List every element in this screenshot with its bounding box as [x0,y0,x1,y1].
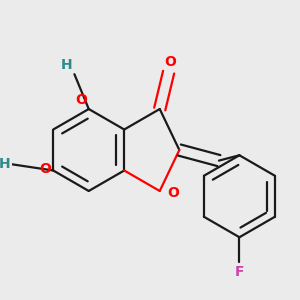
Text: O: O [40,162,52,176]
Text: H: H [0,157,11,171]
Text: O: O [75,93,87,107]
Text: H: H [61,58,73,72]
Text: O: O [168,186,179,200]
Text: O: O [164,55,176,69]
Text: F: F [235,266,244,279]
